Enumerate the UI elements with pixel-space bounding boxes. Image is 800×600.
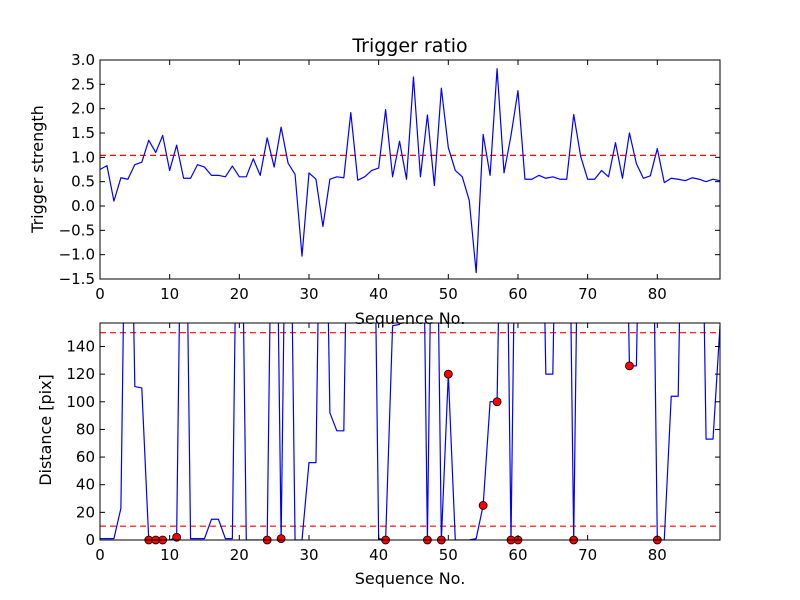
- bottom-y-tick-label-7: 140: [66, 337, 95, 355]
- top-y-tick-label-5: 1.0: [71, 148, 95, 166]
- top-x-tick-label-0: 0: [95, 285, 105, 303]
- top-chart-panel: Trigger ratio 0 10 20 30 40 50 60 70 80 −1.5 −1.0 −…: [28, 35, 721, 328]
- top-plot-area: 0 10 20 30 40 50 60 70 80 −1.5 −1.0 −0.5 0.0 0.5 1.0 1.…: [59, 51, 721, 303]
- bottom-marker-3: [172, 532, 182, 542]
- top-axes-frame: [99, 59, 721, 280]
- bottom-x-tick-label-5: 50: [439, 546, 458, 564]
- bottom-x-axis-label: Sequence No.: [355, 569, 466, 588]
- bottom-x-tick-label-8: 80: [648, 546, 667, 564]
- bottom-y-axis-label: Distance [pix]: [36, 374, 55, 486]
- bottom-y-tick-label-3: 60: [76, 448, 95, 466]
- top-y-tick-label-7: 2.0: [71, 100, 95, 118]
- top-x-tick-label-2: 20: [230, 285, 249, 303]
- bottom-chart-panel: 0 10 20 30 40 50 60 70 80 0 20 40 60 80 100 120 140 Sequ…: [36, 322, 721, 588]
- bottom-x-tick-label-6: 60: [508, 546, 527, 564]
- top-y-tick-label-1: −1.0: [59, 246, 95, 264]
- bottom-x-tick-label-1: 10: [160, 546, 179, 564]
- top-y-tick-label-2: −0.5: [59, 221, 95, 239]
- top-y-tick-label-9: 3.0: [71, 51, 95, 69]
- bottom-marker-5: [276, 534, 286, 544]
- top-y-tick-label-6: 1.5: [71, 124, 95, 142]
- bottom-y-tick-label-2: 40: [76, 476, 95, 494]
- top-x-tick-label-4: 40: [369, 285, 388, 303]
- top-data-layer: [100, 68, 720, 274]
- bottom-marker-11: [492, 397, 502, 407]
- bottom-marker-9: [443, 369, 453, 379]
- bottom-data-layer: [100, 323, 720, 540]
- bottom-y-tick-label-6: 120: [66, 365, 95, 383]
- top-y-tick-label-0: −1.5: [59, 270, 95, 288]
- top-x-tick-label-1: 10: [160, 285, 179, 303]
- top-x-tick-label-5: 50: [439, 285, 458, 303]
- top-y-tick-label-4: 0.5: [71, 173, 95, 191]
- bottom-y-tick-label-0: 0: [85, 531, 95, 549]
- top-chart-title: Trigger ratio: [351, 35, 467, 57]
- bottom-x-tick-label-7: 70: [578, 546, 597, 564]
- top-x-tick-label-3: 30: [299, 285, 318, 303]
- top-y-tick-label-3: 0.0: [71, 197, 95, 215]
- top-y-tick-label-8: 2.5: [71, 75, 95, 93]
- bottom-y-tick-label-5: 100: [66, 393, 95, 411]
- top-x-tick-label-7: 70: [578, 285, 597, 303]
- top-series-line-0: [100, 68, 720, 274]
- bottom-y-tick-label-4: 80: [76, 420, 95, 438]
- bottom-axes-frame: [99, 322, 721, 541]
- bottom-series-line-0: [100, 323, 720, 540]
- bottom-x-tick-label-3: 30: [299, 546, 318, 564]
- bottom-y-tick-label-1: 20: [76, 503, 95, 521]
- top-x-tick-label-8: 80: [648, 285, 667, 303]
- top-y-axis-label: Trigger strength: [28, 105, 47, 234]
- bottom-marker-15: [625, 361, 634, 371]
- top-x-tick-label-6: 60: [508, 285, 527, 303]
- bottom-marker-10: [478, 501, 488, 510]
- bottom-plot-area: 0 10 20 30 40 50 60 70 80 0 20 40 60 80 100 120 140: [66, 322, 721, 564]
- bottom-x-tick-label-2: 20: [230, 546, 249, 564]
- bottom-x-tick-label-0: 0: [95, 546, 105, 564]
- bottom-x-tick-label-4: 40: [369, 546, 388, 564]
